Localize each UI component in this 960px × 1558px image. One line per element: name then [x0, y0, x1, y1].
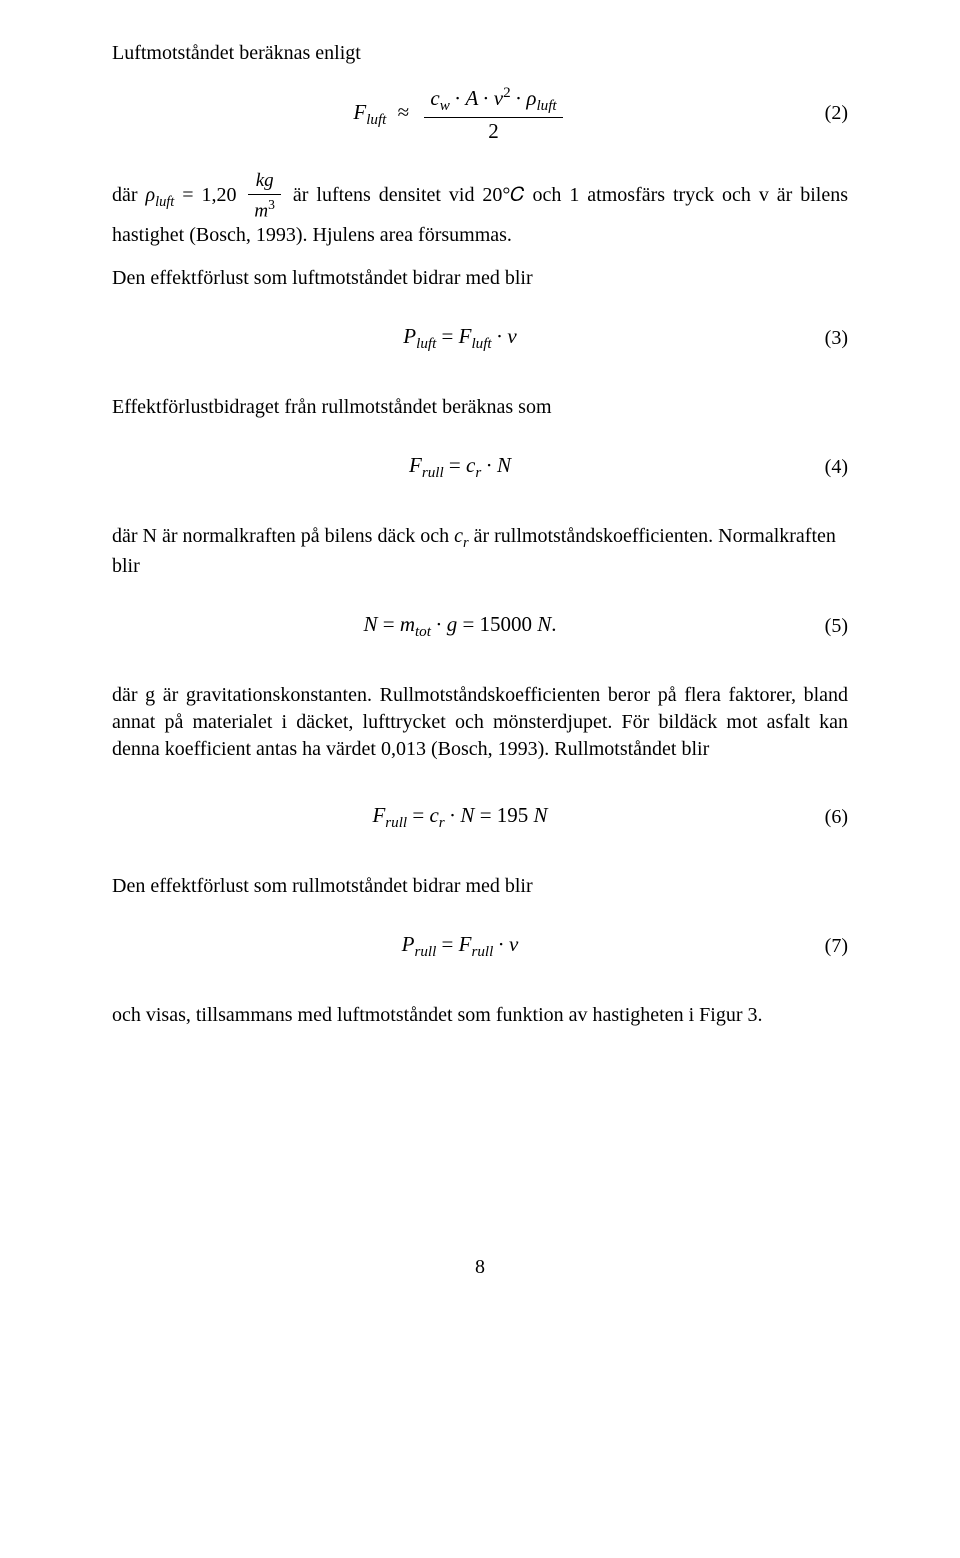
equation-3-number: (3) — [808, 325, 848, 352]
eq5-eq2: = 15000 — [457, 612, 537, 636]
equation-2: Fluft ≈ cw ∙ A ∙ v2 ∙ ρluft 2 — [112, 85, 808, 143]
eq6-N: N — [460, 803, 474, 827]
eq2-A: A — [466, 86, 478, 110]
paragraph-effekt-rull2: Den effektförlust som rullmotståndet bid… — [112, 873, 848, 900]
eq7-P: P — [402, 932, 415, 956]
eq2-numerator: cw ∙ A ∙ v2 ∙ ρluft — [424, 85, 562, 118]
eq5-m-sub: tot — [415, 624, 431, 640]
eq3-F: F — [459, 324, 472, 348]
eq2-den: 2 — [424, 118, 562, 143]
eq4-eq: = — [444, 453, 466, 477]
p2-dar: där — [112, 184, 145, 206]
eq5-eq: = — [377, 612, 399, 636]
eq2-F-sub: luft — [366, 112, 386, 128]
equation-5: N = mtot ∙ g = 15000 N. — [112, 610, 808, 643]
p2-kg: kg — [248, 171, 281, 195]
p2-eq: = 1,20 — [174, 184, 244, 206]
eq7-F-sub: rull — [471, 944, 493, 960]
eq6-F: F — [372, 803, 385, 827]
equation-4: Frull = cr ∙ N — [112, 451, 808, 484]
p2-m-exp: 3 — [268, 197, 275, 212]
eq5-period: . — [551, 612, 556, 636]
eq5-dot: ∙ — [431, 612, 447, 636]
eq4-N: N — [497, 453, 511, 477]
paragraph-effekt-luft: Den effektförlust som luftmotståndet bid… — [112, 265, 848, 292]
p5-c: c — [454, 525, 463, 547]
eq2-rho: ρ — [526, 86, 536, 110]
eq5-m: m — [400, 612, 415, 636]
eq6-unitN: N — [534, 803, 548, 827]
p2-rho: ρ — [145, 184, 155, 206]
page-number: 8 — [112, 1254, 848, 1281]
eq4-dot: ∙ — [481, 453, 497, 477]
eq3-P-sub: luft — [416, 336, 436, 352]
eq7-v: v — [509, 932, 518, 956]
eq2-approx: ≈ — [398, 100, 410, 124]
eq3-P: P — [403, 324, 416, 348]
eq5-N: N — [363, 612, 377, 636]
eq3-F-sub: luft — [471, 336, 491, 352]
p2-rho-sub: luft — [155, 194, 174, 210]
equation-3: Pluft = Fluft ∙ v — [112, 322, 808, 355]
eq7-eq: = — [436, 932, 458, 956]
equation-3-row: Pluft = Fluft ∙ v (3) — [112, 310, 848, 366]
eq2-frac: cw ∙ A ∙ v2 ∙ ρluft 2 — [424, 85, 562, 143]
p5-pre: där N är normalkraften på bilens däck oc… — [112, 525, 454, 547]
eq6-eq: = — [407, 803, 429, 827]
eq4-c: c — [466, 453, 475, 477]
equation-2-number: (2) — [808, 100, 848, 127]
eq3-v: v — [507, 324, 516, 348]
equation-4-number: (4) — [808, 454, 848, 481]
paragraph-intro-luft: Luftmotståndet beräknas enligt — [112, 40, 848, 67]
equation-2-row: Fluft ≈ cw ∙ A ∙ v2 ∙ ρluft 2 (2) — [112, 85, 848, 143]
equation-7-number: (7) — [808, 933, 848, 960]
eq7-dot: ∙ — [493, 932, 509, 956]
paragraph-effekt-rull: Effektförlustbidraget från rullmotstånde… — [112, 394, 848, 421]
eq5-g: g — [447, 612, 458, 636]
eq2-cw-sub: w — [440, 98, 450, 114]
eq3-dot: ∙ — [492, 324, 508, 348]
eq6-dot: ∙ — [445, 803, 461, 827]
eq6-F-sub: rull — [385, 815, 407, 831]
equation-6: Frull = cr ∙ N = 195 N — [112, 801, 808, 834]
equation-7: Prull = Frull ∙ v — [112, 930, 808, 963]
eq4-F-sub: rull — [422, 465, 444, 481]
paragraph-rullkoeff: där g är gravitationskonstanten. Rullmot… — [112, 682, 848, 763]
eq2-F: F — [353, 100, 366, 124]
eq2-v: v — [494, 86, 503, 110]
paragraph-rho-def: där ρluft = 1,20 kgm3 är luftens densite… — [112, 171, 848, 249]
equation-7-row: Prull = Frull ∙ v (7) — [112, 918, 848, 974]
eq2-v-exp: 2 — [503, 85, 511, 101]
equation-4-row: Frull = cr ∙ N (4) — [112, 439, 848, 495]
eq6-eq2: = 195 — [474, 803, 533, 827]
eq3-eq: = — [436, 324, 458, 348]
equation-6-row: Frull = cr ∙ N = 195 N (6) — [112, 789, 848, 845]
eq2-cw-var: c — [430, 86, 439, 110]
eq6-c: c — [429, 803, 438, 827]
equation-5-row: N = mtot ∙ g = 15000 N. (5) — [112, 598, 848, 654]
eq7-F: F — [459, 932, 472, 956]
eq2-rho-sub: luft — [536, 98, 556, 114]
equation-6-number: (6) — [808, 804, 848, 831]
equation-5-number: (5) — [808, 613, 848, 640]
eq7-P-sub: rull — [414, 944, 436, 960]
eq5-unitN: N — [537, 612, 551, 636]
paragraph-normalkraft: där N är normalkraften på bilens däck oc… — [112, 523, 848, 580]
paragraph-figref: och visas, tillsammans med luftmotstånde… — [112, 1002, 848, 1029]
p2-m: m — [254, 200, 268, 221]
eq4-F: F — [409, 453, 422, 477]
